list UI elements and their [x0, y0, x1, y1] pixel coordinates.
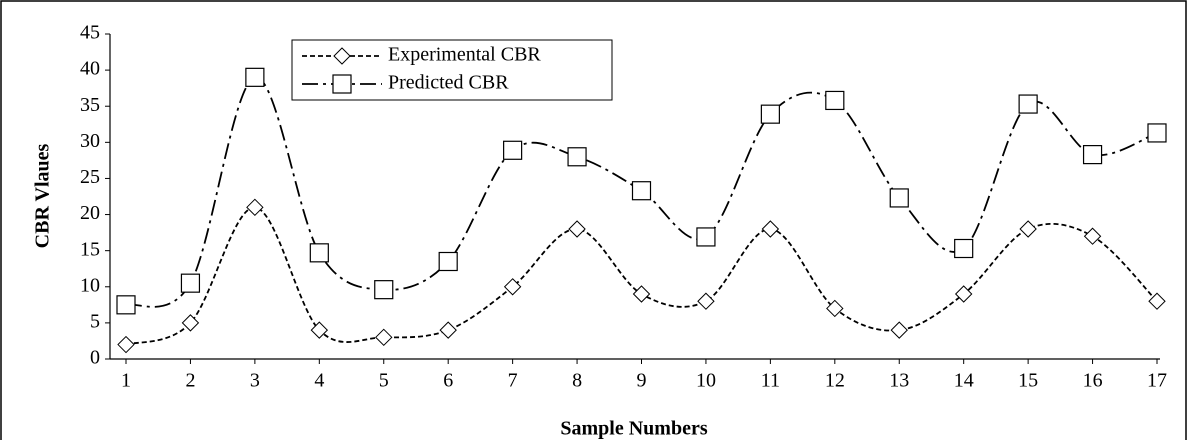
marker [567, 147, 587, 167]
y-axis-label: CBR Vlaues [32, 143, 54, 248]
x-tick-label: 2 [185, 370, 195, 392]
marker [631, 181, 652, 201]
marker [439, 321, 457, 339]
marker [1083, 227, 1102, 245]
marker [1148, 292, 1166, 310]
marker [1018, 94, 1038, 114]
y-tick-label: 0 [90, 347, 100, 369]
x-tick-label: 12 [825, 370, 845, 392]
legend-label: Experimental CBR [388, 44, 541, 66]
y-tick-label: 5 [90, 310, 100, 332]
marker [116, 295, 136, 315]
y-tick-label: 25 [80, 166, 100, 188]
y-tick-label: 35 [80, 94, 100, 116]
marker [696, 227, 716, 247]
legend-label: Predicted CBR [388, 72, 509, 94]
x-tick-label: 13 [889, 370, 909, 392]
marker [954, 285, 973, 303]
x-tick-label: 3 [250, 370, 260, 392]
x-tick-label: 9 [637, 370, 647, 392]
marker [310, 321, 329, 339]
marker [826, 299, 844, 318]
marker [760, 104, 780, 124]
marker [503, 140, 523, 160]
x-tick-label: 5 [379, 370, 389, 392]
marker [954, 238, 974, 259]
marker [1082, 145, 1103, 165]
marker [181, 314, 200, 332]
marker [375, 328, 393, 347]
marker [503, 278, 522, 296]
marker [890, 321, 908, 339]
marker [180, 273, 201, 293]
y-tick-label: 15 [80, 238, 100, 260]
x-tick-label: 17 [1147, 370, 1167, 392]
marker [889, 188, 909, 208]
y-tick-label: 30 [80, 130, 100, 152]
x-tick-label: 11 [761, 370, 780, 392]
marker [1019, 220, 1037, 238]
marker [309, 243, 329, 263]
y-tick-label: 20 [80, 202, 100, 224]
marker [568, 220, 586, 238]
x-tick-label: 4 [314, 370, 324, 392]
marker [333, 47, 351, 65]
marker [374, 280, 394, 300]
marker [246, 198, 264, 217]
marker [761, 220, 780, 238]
x-tick-label: 7 [508, 370, 518, 392]
series-line [125, 206, 1158, 346]
marker [332, 74, 352, 94]
marker [245, 67, 265, 87]
y-tick-label: 45 [80, 22, 100, 44]
marker [825, 90, 845, 111]
y-tick-label: 10 [80, 274, 100, 296]
y-tick-label: 40 [80, 58, 100, 80]
x-tick-label: 15 [1018, 370, 1038, 392]
x-tick-label: 6 [443, 370, 453, 392]
marker [438, 251, 458, 272]
x-tick-label: 14 [954, 370, 974, 392]
marker [632, 285, 651, 303]
marker [117, 335, 135, 354]
marker [697, 292, 715, 310]
x-tick-label: 16 [1083, 370, 1103, 392]
x-tick-label: 1 [121, 370, 131, 392]
x-tick-label: 10 [696, 370, 716, 392]
x-axis-label: Sample Numbers [560, 418, 707, 440]
x-tick-label: 8 [572, 370, 582, 392]
marker [1147, 123, 1167, 143]
